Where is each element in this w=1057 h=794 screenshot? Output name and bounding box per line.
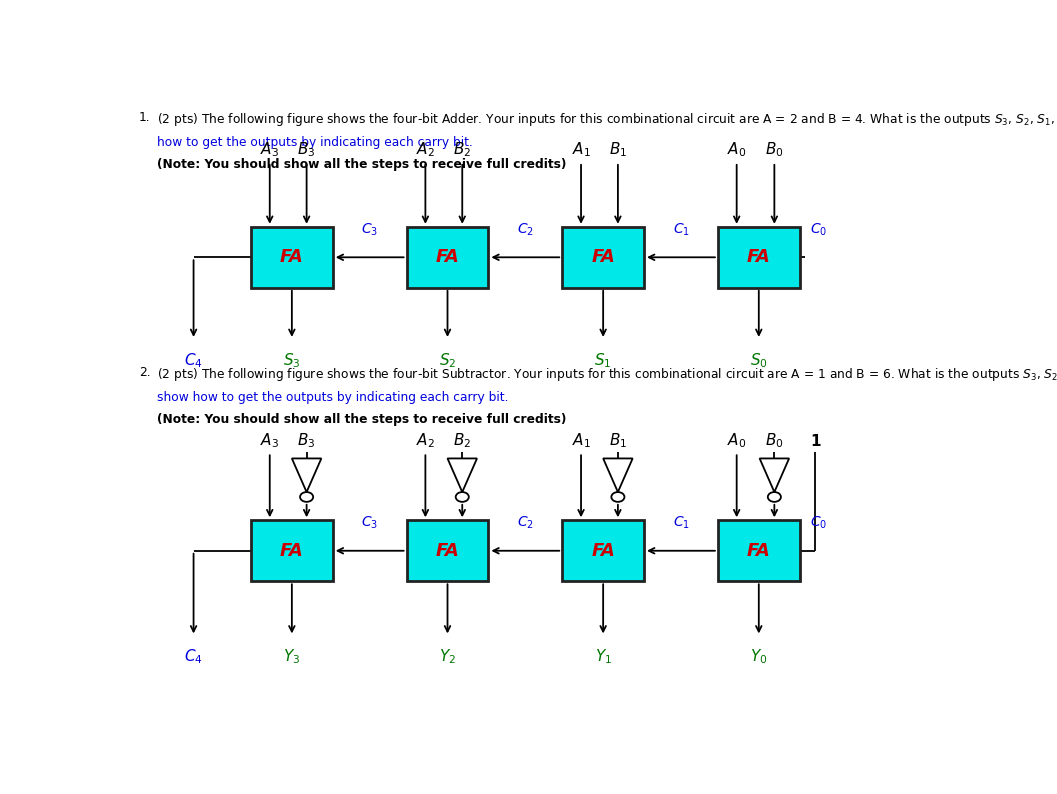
Text: FA: FA — [747, 542, 771, 560]
Text: $C_2$: $C_2$ — [517, 222, 534, 237]
Text: $A_3$: $A_3$ — [260, 141, 279, 160]
Text: $B_1$: $B_1$ — [609, 431, 627, 450]
Text: $S_3$: $S_3$ — [283, 351, 300, 369]
Text: FA: FA — [591, 249, 615, 266]
Text: $C_1$: $C_1$ — [672, 222, 689, 237]
Text: $Y_1$: $Y_1$ — [595, 647, 612, 666]
Bar — [407, 520, 488, 581]
Bar — [407, 227, 488, 288]
Text: 2.: 2. — [138, 365, 150, 379]
Text: (Note: You should show all the steps to receive full credits): (Note: You should show all the steps to … — [156, 158, 567, 172]
Text: how to get the outputs by indicating each carry bit.: how to get the outputs by indicating eac… — [156, 137, 472, 149]
Text: $C_0$: $C_0$ — [811, 222, 828, 237]
Text: 1.: 1. — [138, 110, 150, 124]
Text: $C_4$: $C_4$ — [184, 647, 203, 666]
Text: $A_1$: $A_1$ — [572, 431, 591, 450]
Text: FA: FA — [591, 542, 615, 560]
Text: FA: FA — [435, 249, 460, 266]
Text: $C_0$: $C_0$ — [811, 515, 828, 531]
Bar — [251, 227, 333, 288]
Text: $C_2$: $C_2$ — [517, 515, 534, 531]
Text: $B_0$: $B_0$ — [765, 431, 783, 450]
Text: $A_0$: $A_0$ — [727, 431, 746, 450]
Text: $B_3$: $B_3$ — [297, 141, 316, 160]
Text: $C_3$: $C_3$ — [361, 222, 378, 237]
Text: $B_2$: $B_2$ — [453, 431, 471, 450]
Text: $S_1$: $S_1$ — [594, 351, 612, 369]
Text: $C_4$: $C_4$ — [184, 351, 203, 369]
Text: $B_1$: $B_1$ — [609, 141, 627, 160]
Text: $C_1$: $C_1$ — [672, 515, 689, 531]
Text: FA: FA — [747, 249, 771, 266]
Text: 1: 1 — [810, 434, 820, 449]
Text: $Y_3$: $Y_3$ — [283, 647, 300, 666]
Text: FA: FA — [280, 542, 303, 560]
Text: $Y_0$: $Y_0$ — [750, 647, 767, 666]
Bar — [251, 520, 333, 581]
Text: $Y_2$: $Y_2$ — [439, 647, 456, 666]
Text: $B_3$: $B_3$ — [297, 431, 316, 450]
Text: $S_0$: $S_0$ — [749, 351, 767, 369]
Text: $S_2$: $S_2$ — [439, 351, 457, 369]
Text: $A_2$: $A_2$ — [416, 431, 434, 450]
Text: (2 pts) The following figure shows the four-bit Subtractor. Your inputs for this: (2 pts) The following figure shows the f… — [156, 365, 1057, 383]
Text: $B_0$: $B_0$ — [765, 141, 783, 160]
Bar — [718, 520, 800, 581]
Bar — [718, 227, 800, 288]
Text: FA: FA — [435, 542, 460, 560]
Text: $A_3$: $A_3$ — [260, 431, 279, 450]
Text: (Note: You should show all the steps to receive full credits): (Note: You should show all the steps to … — [156, 413, 567, 426]
Text: $A_1$: $A_1$ — [572, 141, 591, 160]
Text: (2 pts) The following figure shows the four-bit Adder. Your inputs for this comb: (2 pts) The following figure shows the f… — [156, 110, 1057, 128]
Text: $B_2$: $B_2$ — [453, 141, 471, 160]
Bar — [562, 227, 644, 288]
Bar — [562, 520, 644, 581]
Text: FA: FA — [280, 249, 303, 266]
Text: $A_2$: $A_2$ — [416, 141, 434, 160]
Text: $A_0$: $A_0$ — [727, 141, 746, 160]
Text: show how to get the outputs by indicating each carry bit.: show how to get the outputs by indicatin… — [156, 391, 508, 404]
Text: $C_3$: $C_3$ — [361, 515, 378, 531]
